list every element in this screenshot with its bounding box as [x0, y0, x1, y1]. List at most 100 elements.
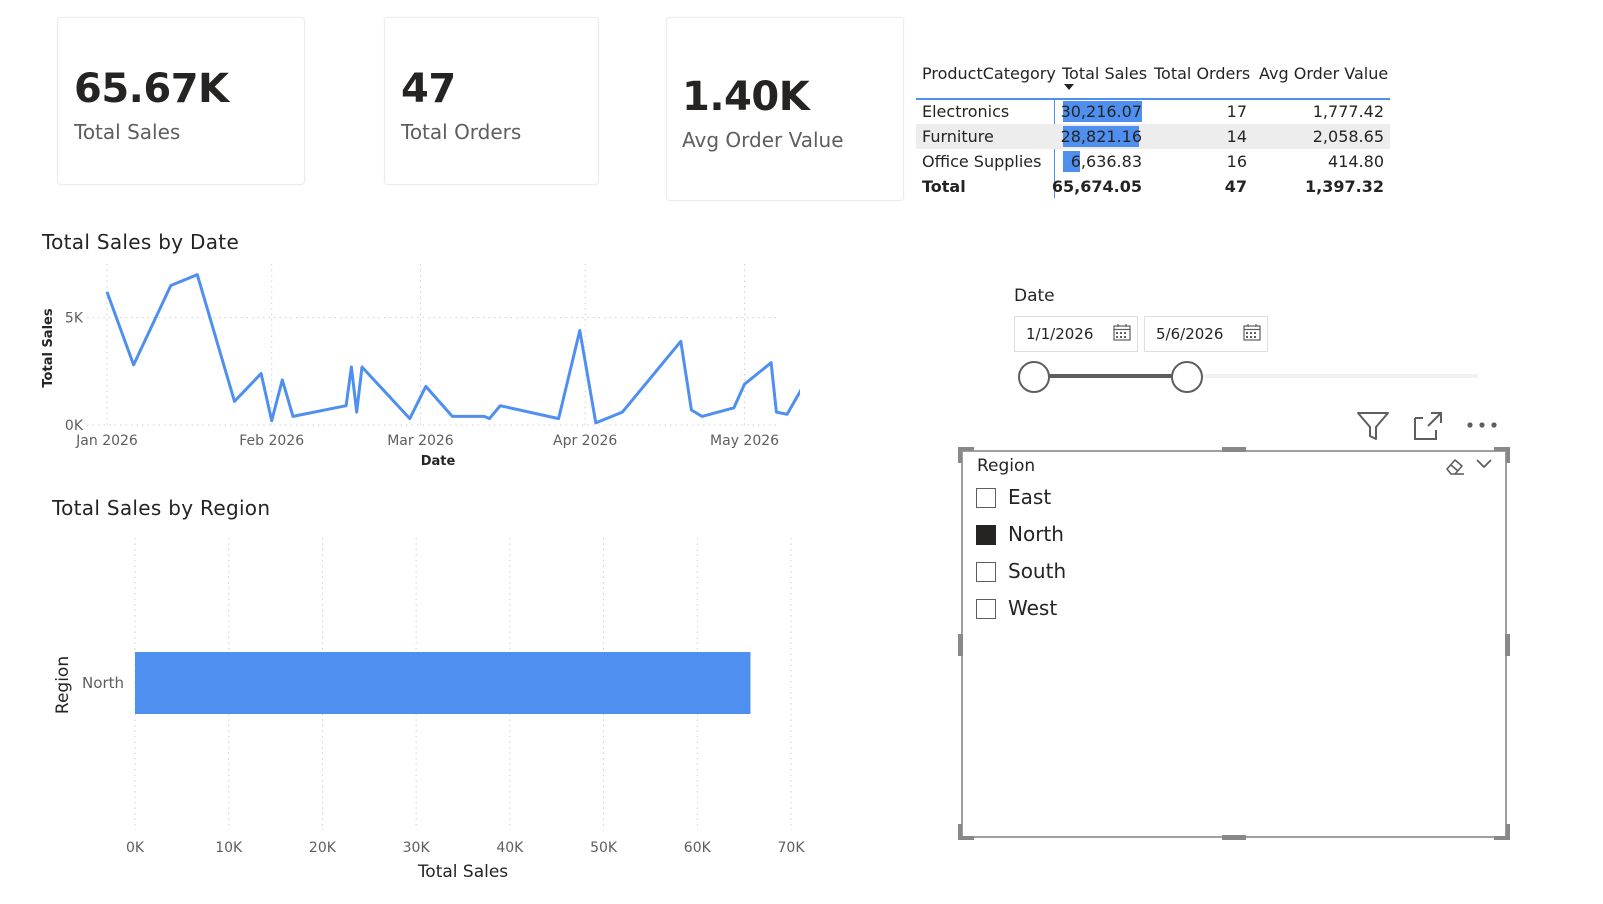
more-options-icon[interactable]: [1466, 418, 1500, 432]
table-row[interactable]: Electronics 30,216.07 17 1,777.42: [916, 99, 1390, 124]
cell-sales: 30,216.07: [1060, 102, 1142, 121]
checkbox[interactable]: [976, 562, 996, 582]
sales-data-bar: [1063, 151, 1080, 172]
resize-handle[interactable]: [1506, 824, 1510, 840]
calendar-icon[interactable]: [1243, 324, 1261, 341]
region-option-label: North: [1008, 522, 1064, 546]
cell-category: Total: [922, 177, 966, 196]
kpi-value: 65.67K: [74, 66, 229, 112]
x-tick-label: 50K: [590, 840, 618, 856]
x-tick-label: 0K: [126, 840, 145, 856]
column-header-avg-order-value[interactable]: Avg Order Value: [1259, 64, 1389, 83]
x-tick-label: 70K: [778, 840, 806, 856]
start-date-input[interactable]: 1/1/2026: [1014, 316, 1138, 352]
kpi-value: 47: [401, 66, 456, 112]
column-header-total-sales[interactable]: Total Sales: [1062, 64, 1148, 83]
column-header-total-orders[interactable]: Total Orders: [1154, 64, 1251, 83]
table-header: ProductCategory Total Sales Total Orders…: [916, 64, 1390, 100]
cell-avg: 2,058.65: [1312, 127, 1384, 146]
sales-data-bar: [1063, 101, 1142, 122]
start-date-value: 1/1/2026: [1026, 325, 1094, 343]
x-tick-label: 40K: [496, 840, 524, 856]
date-slider-track[interactable]: [1034, 374, 1478, 378]
line-chart[interactable]: Jan 2026 Feb 2026 Mar 2026 Apr 2026 May 2026…: [0, 260, 800, 475]
checkbox[interactable]: [976, 488, 996, 508]
x-tick-label: Jan 2026: [75, 433, 138, 449]
chevron-down-icon[interactable]: [1475, 458, 1493, 470]
cell-category: Furniture: [922, 127, 994, 146]
date-slider-end-handle[interactable]: [1171, 361, 1203, 393]
y-tick-label: 0K: [65, 418, 84, 434]
resize-handle[interactable]: [958, 836, 974, 840]
kpi-card-total-orders[interactable]: 47 Total Orders: [384, 17, 599, 185]
table-total-row: Total 65,674.05 47 1,397.32: [916, 174, 1390, 199]
x-tick-label: May 2026: [710, 433, 779, 449]
x-tick-label: 30K: [403, 840, 431, 856]
y-axis-title: Total Sales: [41, 308, 56, 387]
resize-handle[interactable]: [1222, 835, 1246, 840]
resize-handle[interactable]: [1506, 447, 1510, 463]
sales-line: [105, 273, 800, 425]
x-tick-label: 60K: [684, 840, 712, 856]
x-tick-label: Apr 2026: [553, 433, 617, 449]
kpi-card-avg-order-value[interactable]: 1.40K Avg Order Value: [666, 17, 904, 201]
column-header-productcategory[interactable]: ProductCategory: [922, 64, 1056, 83]
sales-data-bar: [1063, 126, 1139, 147]
x-tick-label: 10K: [215, 840, 243, 856]
region-option-label: East: [1008, 485, 1052, 509]
table-row[interactable]: Furniture 28,821.16 14 2,058.65: [916, 124, 1390, 149]
cell-sales: 65,674.05: [1051, 177, 1142, 196]
end-date-input[interactable]: 5/6/2026: [1144, 316, 1268, 352]
x-tick-label: 20K: [309, 840, 337, 856]
table-row[interactable]: Office Supplies 6,636.83 16 414.80: [916, 149, 1390, 174]
x-axis-title: Date: [421, 454, 456, 469]
date-slicer-label: Date: [1014, 286, 1055, 306]
resize-handle[interactable]: [1505, 634, 1510, 656]
calendar-icon[interactable]: [1113, 324, 1131, 341]
resize-handle[interactable]: [1494, 836, 1510, 840]
cell-orders: 14: [1226, 127, 1247, 146]
bar-chart-title: Total Sales by Region: [52, 496, 271, 520]
cell-category: Office Supplies: [922, 152, 1042, 171]
region-slicer-label: Region: [977, 456, 1036, 476]
eraser-icon[interactable]: [1444, 456, 1466, 476]
cell-category: Electronics: [922, 102, 1010, 121]
resize-handle[interactable]: [958, 447, 974, 451]
resize-handle[interactable]: [1494, 447, 1510, 451]
x-axis-title: Total Sales: [417, 862, 508, 882]
cell-sales: 6,636.83: [1070, 152, 1142, 171]
region-option-label: West: [1008, 596, 1058, 620]
cell-sales: 28,821.16: [1060, 127, 1142, 146]
focus-mode-icon[interactable]: [1412, 410, 1444, 442]
kpi-value: 1.40K: [682, 74, 810, 120]
cell-avg: 1,777.42: [1312, 102, 1384, 121]
resize-handle[interactable]: [958, 634, 963, 656]
resize-handle[interactable]: [958, 824, 962, 840]
cell-orders: 16: [1226, 152, 1247, 171]
kpi-label: Total Orders: [401, 120, 522, 144]
line-chart-title: Total Sales by Date: [42, 230, 240, 254]
kpi-label: Avg Order Value: [682, 128, 844, 152]
date-slider-range: [1034, 374, 1187, 378]
resize-handle[interactable]: [1222, 447, 1246, 452]
y-tick-label: 5K: [65, 311, 84, 327]
x-tick-label: Mar 2026: [387, 433, 454, 449]
cell-avg: 414.80: [1328, 152, 1384, 171]
cell-orders: 17: [1226, 102, 1247, 121]
checkbox[interactable]: [976, 599, 996, 619]
cell-avg: 1,397.32: [1305, 177, 1384, 196]
region-bar: [135, 652, 751, 714]
checkbox[interactable]: [976, 525, 996, 545]
y-tick-label: North: [82, 674, 124, 692]
y-axis-title: Region: [53, 656, 73, 714]
filter-icon[interactable]: [1356, 410, 1390, 442]
cell-orders: 47: [1224, 177, 1247, 196]
kpi-label: Total Sales: [74, 120, 181, 144]
resize-handle[interactable]: [958, 447, 962, 463]
bar-chart[interactable]: 0K 10K 20K 30K 40K 50K 60K 70K North Total Sales R…: [0, 530, 820, 890]
date-slider-start-handle[interactable]: [1018, 361, 1050, 393]
end-date-value: 5/6/2026: [1156, 325, 1224, 343]
sort-descending-icon: [1064, 84, 1074, 90]
kpi-card-total-sales[interactable]: 65.67K Total Sales: [57, 17, 305, 185]
region-option-label: South: [1008, 559, 1067, 583]
